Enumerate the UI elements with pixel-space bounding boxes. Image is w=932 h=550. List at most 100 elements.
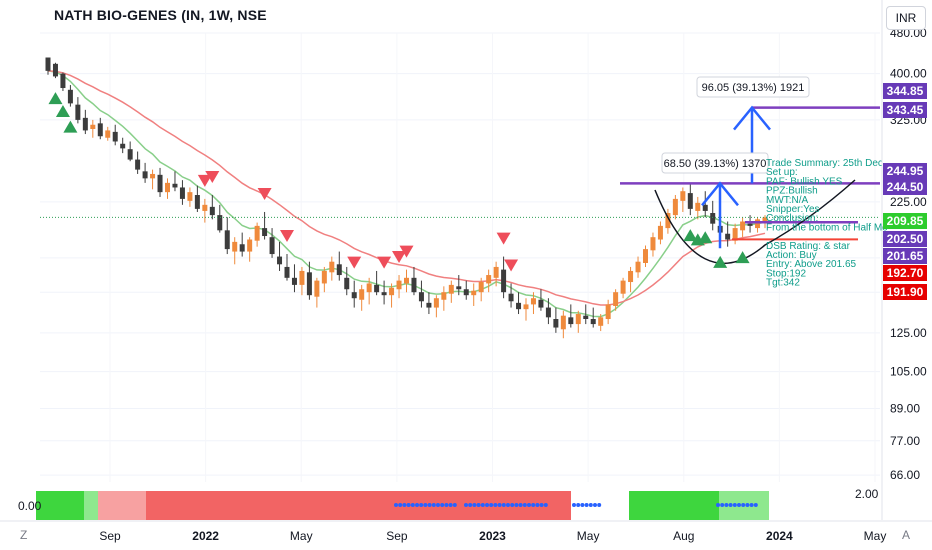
candle-body [224,230,230,250]
candle-body [448,284,454,294]
candle-body [501,269,507,293]
price-badge [883,102,927,118]
trade-note-line: MWT:N/A [766,195,809,206]
candle-body [105,130,111,138]
trade-note-line: Set up: [766,167,798,178]
trade-note-line: PAF: Bullish YES [766,176,843,187]
candle-body [710,213,716,224]
currency-selector[interactable]: INR [886,6,926,30]
x-tick-label: 2024 [766,529,793,543]
candle-body [127,149,133,160]
indicator-dot [394,503,398,507]
candle-body [329,261,335,273]
candle-body [560,315,566,330]
candle-body [740,221,746,231]
indicator-dot [588,503,593,507]
candle-body [389,287,395,296]
candle-body [478,282,484,293]
indicator-dot [522,503,527,507]
price-badge-label: 191.90 [887,285,924,299]
price-badge-label: 343.45 [887,103,924,117]
candle-body [247,239,253,252]
y-tick-label: 105.00 [890,365,927,379]
candle-body [90,124,96,129]
trade-note-line: DSB Rating: & star [766,241,851,252]
price-badge-label: 244.95 [887,164,924,178]
candle-body [359,289,365,300]
candle-body [291,277,297,285]
indicator-dot [480,503,485,507]
indicator-dot [720,503,725,507]
indicator-dot [444,503,449,507]
candle-body [351,292,357,299]
candle-body [404,277,409,284]
candle-body [657,225,663,240]
indicator-segment [629,491,719,520]
chart-title: NATH BIO-GENES (IN, 1W, NSE [54,7,267,23]
indicator-scale-label: 2.00 [855,487,879,501]
indicator-dot [497,503,502,507]
price-badge [883,265,927,281]
buy-signal-marker [683,229,698,242]
x-tick-label: 2022 [192,529,219,543]
price-badge [883,248,927,264]
candle-body [336,264,342,276]
indicator-dot [737,503,741,507]
candle-body [52,63,58,77]
measure-label-lower: 68.50 (39.13%) 1370 [664,158,767,170]
candle-body [605,304,611,320]
candle-body [179,187,185,199]
candle-body [112,131,118,142]
x-tick-label: Aug [673,529,694,543]
x-tick-label: May [290,529,313,543]
buy-signal-marker [63,120,78,133]
candle-body [277,256,283,265]
indicator-dot [539,503,544,507]
candle-body [613,292,619,306]
auto-scale-button[interactable]: A [902,528,911,542]
buy-signal-marker [698,231,713,244]
buy-signal-marker [48,92,63,105]
candle-body [598,317,604,326]
indicator-dot [572,503,576,507]
candle-body [486,275,492,284]
arrow-lower-head [701,181,739,207]
indicator-dot [468,503,473,507]
indicator-dot [749,503,754,507]
trade-note-line: Tgt:342 [766,278,800,289]
indicator-dot [415,503,419,507]
candle-body [635,261,641,273]
y-tick-label: 225.00 [890,195,927,209]
indicator-dot [501,503,506,507]
sell-signal-marker [280,230,294,243]
candle-body [299,270,305,285]
measure-label-upper: 96.05 (39.13%) 1921 [702,82,805,94]
candle-body [650,237,656,251]
candle-body [411,277,417,293]
indicator-dot [406,503,411,507]
y-tick-label: 89.00 [890,402,920,416]
gridlines [40,32,880,482]
price-badge [883,213,927,229]
zoom-button[interactable]: Z [20,528,28,542]
candle-body [643,249,648,263]
indicator-dot [741,503,746,507]
sell-signal-marker [347,256,362,269]
candle-body [396,280,402,290]
indicator-dot [535,503,540,507]
indicator-dot [728,503,733,507]
indicator-dot [436,503,440,507]
indicator-dot [419,503,424,507]
x-tick-label: Sep [99,529,121,543]
indicator-dot [724,503,729,507]
indicator-dot [489,503,494,507]
candle-body [187,192,193,201]
indicator-dot [423,503,428,507]
candle-body [493,266,499,278]
candle-body [456,286,462,290]
indicator-dot [597,503,602,507]
candle-body [269,237,275,255]
indicator-dot [514,503,519,507]
buy-signal-marker [55,105,70,118]
